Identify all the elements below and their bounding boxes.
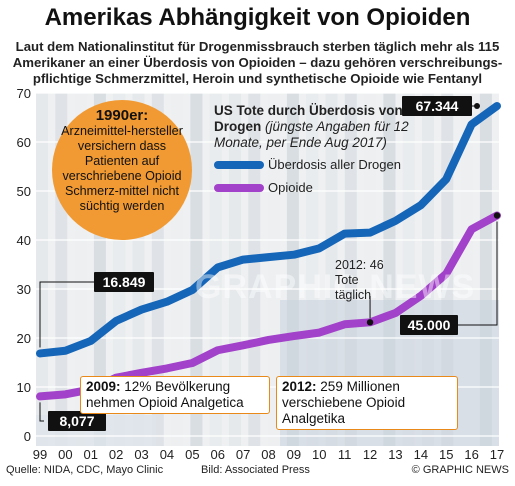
- callout-2009: 2009: 12% Bevölkerung nehmen Opioid Anal…: [80, 376, 270, 414]
- x-tick-label: 03: [134, 447, 148, 462]
- data-label-opioid-first-box: [48, 411, 106, 431]
- note-1990s-text: Arzneimittel-hersteller versichern dass …: [61, 124, 183, 213]
- data-label-opioid-last-box: [400, 315, 458, 335]
- x-tick-label: 14: [414, 447, 428, 462]
- callout-2012: 2012: 259 Millionen verschiebene Opioid …: [276, 376, 458, 430]
- data-labels: 16.849 8,077 67.344 45.000: [48, 96, 472, 431]
- x-tick-label: 04: [160, 447, 174, 462]
- watermark: GRAPHIC NEWS: [195, 268, 476, 306]
- callout-2012-year: 2012:: [282, 379, 317, 394]
- leader-all-first: [39, 281, 94, 348]
- data-label-opioid-first: 8,077: [59, 413, 94, 429]
- background-stripe: [248, 93, 261, 446]
- data-label-all-last-box: [402, 96, 472, 116]
- y-tick-label: 50: [17, 184, 31, 199]
- source-note: Quelle: NIDA, CDC, Mayo Clinic: [6, 464, 164, 476]
- annotation-2012-deaths: 2012: 46 Tote täglich: [335, 258, 384, 302]
- leader-opioid-last: [458, 221, 498, 326]
- leader-opioid-first: [39, 402, 44, 422]
- marker-all-last: [474, 103, 480, 110]
- y-tick-label: 60: [17, 135, 31, 150]
- data-label-all-first-box: [94, 272, 154, 292]
- callout-2012-text: 259 Millionen verschiebene Opioid Analge…: [282, 379, 406, 426]
- note-1990s-heading: 1990er:: [95, 107, 149, 124]
- note-1990s: 1990er: Arzneimittel-hersteller versiche…: [52, 100, 192, 240]
- x-tick-label: 07: [236, 447, 250, 462]
- marker-opioid-last: [493, 212, 501, 219]
- x-tick-label: 06: [210, 447, 224, 462]
- y-tick-label: 10: [17, 380, 31, 395]
- data-label-all-first: 16.849: [103, 274, 146, 290]
- background-stripe: [267, 93, 280, 446]
- marker-2012: [366, 319, 374, 326]
- legend-label-opioids: Opioide: [268, 180, 313, 195]
- page-title: Amerikas Abhängigkeit von Opioiden: [44, 4, 471, 31]
- x-tick-label: 15: [439, 447, 453, 462]
- x-tick-label: 17: [490, 447, 504, 462]
- y-axis: 0 10 20 30 40 50 60 70: [17, 86, 31, 444]
- x-tick-label: 08: [261, 447, 275, 462]
- x-tick-label: 00: [58, 447, 72, 462]
- y-tick-label: 0: [24, 429, 31, 444]
- y-tick-label: 30: [17, 282, 31, 297]
- x-tick-label: 12: [363, 447, 377, 462]
- x-tick-label: 02: [109, 447, 123, 462]
- y-tick-label: 20: [17, 331, 31, 346]
- data-label-opioid-last: 45.000: [408, 317, 451, 333]
- chart-title-note: (jüngste Angaben für 12 Monate, per Ende…: [214, 119, 409, 150]
- chart-title-main: US Tote durch Überdosis von Drogen: [214, 103, 403, 134]
- x-tick-label: 10: [312, 447, 326, 462]
- photo-credit: Bild: Associated Press: [201, 464, 310, 476]
- background-stripe: [229, 93, 241, 446]
- chart-title: US Tote durch Überdosis von Drogen (jüng…: [214, 103, 414, 151]
- x-tick-label: 99: [33, 447, 47, 462]
- x-tick-label: 13: [388, 447, 402, 462]
- x-tick-label: 09: [287, 447, 301, 462]
- background-stripe: [36, 93, 48, 446]
- x-tick-label: 01: [84, 447, 98, 462]
- y-tick-label: 70: [17, 86, 31, 101]
- data-label-all-last: 67.344: [416, 98, 459, 114]
- y-tick-label: 40: [17, 233, 31, 248]
- callout-2009-year: 2009:: [86, 379, 121, 394]
- x-tick-label: 16: [464, 447, 478, 462]
- page-subtitle: Laut dem Nationalinstitut für Drogenmiss…: [12, 39, 503, 86]
- x-axis: 99 00 01 02 03 04 05 06 07 08 09 10 11 12 13 14 15 16 17: [33, 447, 504, 462]
- x-tick-label: 11: [338, 447, 352, 462]
- callout-2009-text: 12% Bevölkerung nehmen Opioid Analgetica: [86, 379, 244, 410]
- graphic-credit: © GRAPHIC NEWS: [411, 464, 509, 476]
- x-tick-label: 05: [185, 447, 199, 462]
- legend-label-all-drugs: Überdosis aller Drogen: [268, 157, 401, 172]
